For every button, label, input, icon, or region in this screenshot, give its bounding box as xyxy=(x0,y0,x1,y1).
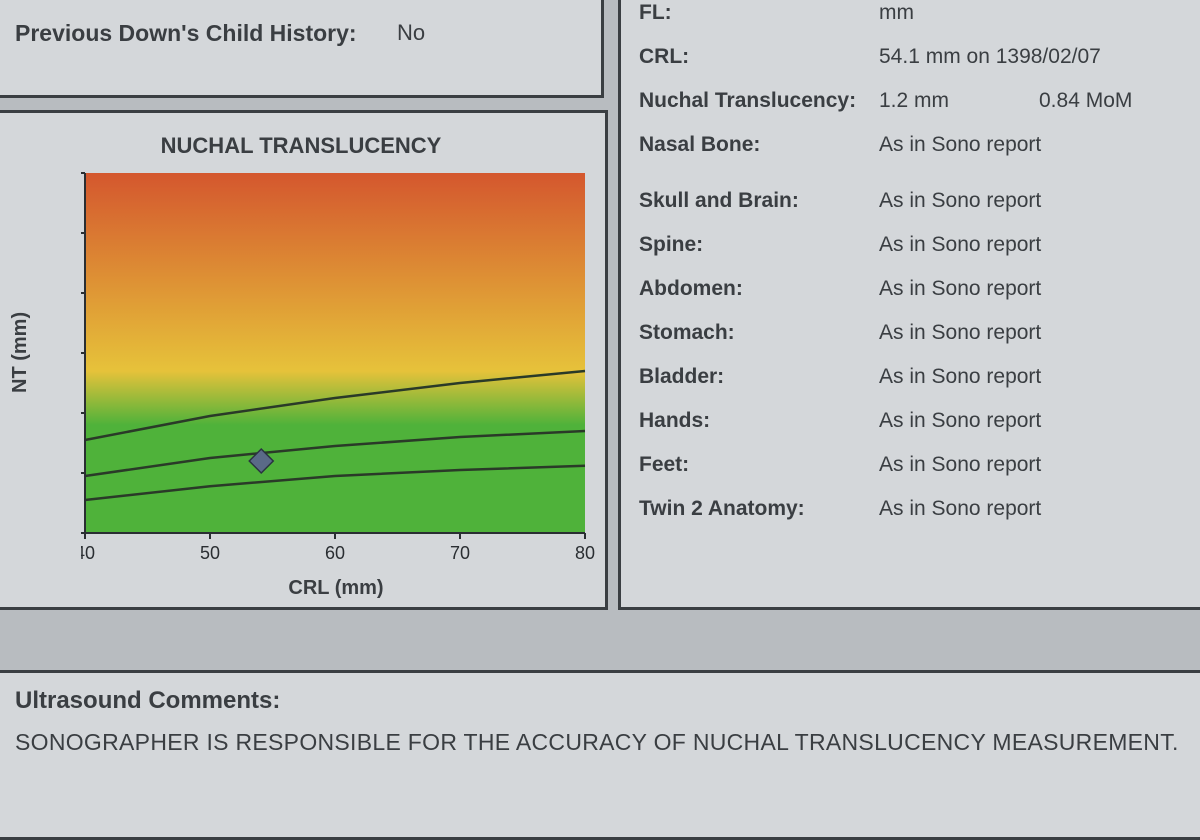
skull-row: Skull and Brain: As in Sono report xyxy=(639,189,1197,213)
feet-row: Feet: As in Sono report xyxy=(639,453,1197,477)
hands-row: Hands: As in Sono report xyxy=(639,409,1197,433)
nt-row: Nuchal Translucency: 1.2 mm 0.84 MoM xyxy=(639,89,1197,113)
bladder-row: Bladder: As in Sono report xyxy=(639,365,1197,389)
stomach-row: Stomach: As in Sono report xyxy=(639,321,1197,345)
bladder-label: Bladder: xyxy=(639,365,879,389)
hands-label: Hands: xyxy=(639,409,879,433)
nt-value: 1.2 mm xyxy=(879,89,1039,113)
skull-value: As in Sono report xyxy=(879,189,1197,213)
chart-title: NUCHAL TRANSLUCENCY xyxy=(15,133,587,159)
comments-text: SONOGRAPHER IS RESPONSIBLE FOR THE ACCUR… xyxy=(15,729,1193,756)
nt-chart-svg: 01234564050607080 xyxy=(81,169,621,569)
svg-text:40: 40 xyxy=(81,543,95,563)
nt-mom: 0.84 MoM xyxy=(1039,89,1197,113)
svg-text:70: 70 xyxy=(450,543,470,563)
spine-label: Spine: xyxy=(639,233,879,257)
abdomen-label: Abdomen: xyxy=(639,277,879,301)
svg-text:60: 60 xyxy=(325,543,345,563)
ivf-row: IVF: No xyxy=(15,0,583,6)
nasal-value: As in Sono report xyxy=(879,133,1197,157)
hands-value: As in Sono report xyxy=(879,409,1197,433)
crl-value: 54.1 mm on 1398/02/07 xyxy=(879,45,1197,69)
comments-panel: Ultrasound Comments: SONOGRAPHER IS RESP… xyxy=(0,670,1200,840)
downs-label: Previous Down's Child History: xyxy=(15,20,385,47)
skull-label: Skull and Brain: xyxy=(639,189,879,213)
chart-y-label: NT (mm) xyxy=(9,312,32,393)
stomach-label: Stomach: xyxy=(639,321,879,345)
downs-row: Previous Down's Child History: No xyxy=(15,20,583,47)
nt-label: Nuchal Translucency: xyxy=(639,89,879,113)
crl-label: CRL: xyxy=(639,45,879,69)
history-panel: IVF: No Previous Down's Child History: N… xyxy=(0,0,604,98)
feet-value: As in Sono report xyxy=(879,453,1197,477)
measurements-panel: BPD: mm FL: mm CRL: 54.1 mm on 1398/02/0… xyxy=(618,0,1200,610)
stomach-value: As in Sono report xyxy=(879,321,1197,345)
abdomen-row: Abdomen: As in Sono report xyxy=(639,277,1197,301)
fl-value: mm xyxy=(879,1,1039,25)
fl-row: FL: mm xyxy=(639,1,1197,25)
crl-row: CRL: 54.1 mm on 1398/02/07 xyxy=(639,45,1197,69)
comments-header: Ultrasound Comments: xyxy=(15,687,1193,715)
bladder-value: As in Sono report xyxy=(879,365,1197,389)
twin2-row: Twin 2 Anatomy: As in Sono report xyxy=(639,497,1197,521)
downs-value: No xyxy=(385,20,583,47)
nt-chart-panel: NUCHAL TRANSLUCENCY NT (mm) 012345640506… xyxy=(0,110,608,610)
fl-label: FL: xyxy=(639,1,879,25)
twin2-value: As in Sono report xyxy=(879,497,1197,521)
feet-label: Feet: xyxy=(639,453,879,477)
svg-text:50: 50 xyxy=(200,543,220,563)
nasal-label: Nasal Bone: xyxy=(639,133,879,157)
nasal-row: Nasal Bone: As in Sono report xyxy=(639,133,1197,157)
abdomen-value: As in Sono report xyxy=(879,277,1197,301)
svg-text:80: 80 xyxy=(575,543,595,563)
spine-value: As in Sono report xyxy=(879,233,1197,257)
spine-row: Spine: As in Sono report xyxy=(639,233,1197,257)
chart-area: 01234564050607080 xyxy=(85,169,587,569)
ivf-label: IVF: xyxy=(15,0,385,6)
ivf-value: No xyxy=(385,0,583,6)
twin2-label: Twin 2 Anatomy: xyxy=(639,497,879,521)
chart-x-label: CRL (mm) xyxy=(85,577,587,600)
